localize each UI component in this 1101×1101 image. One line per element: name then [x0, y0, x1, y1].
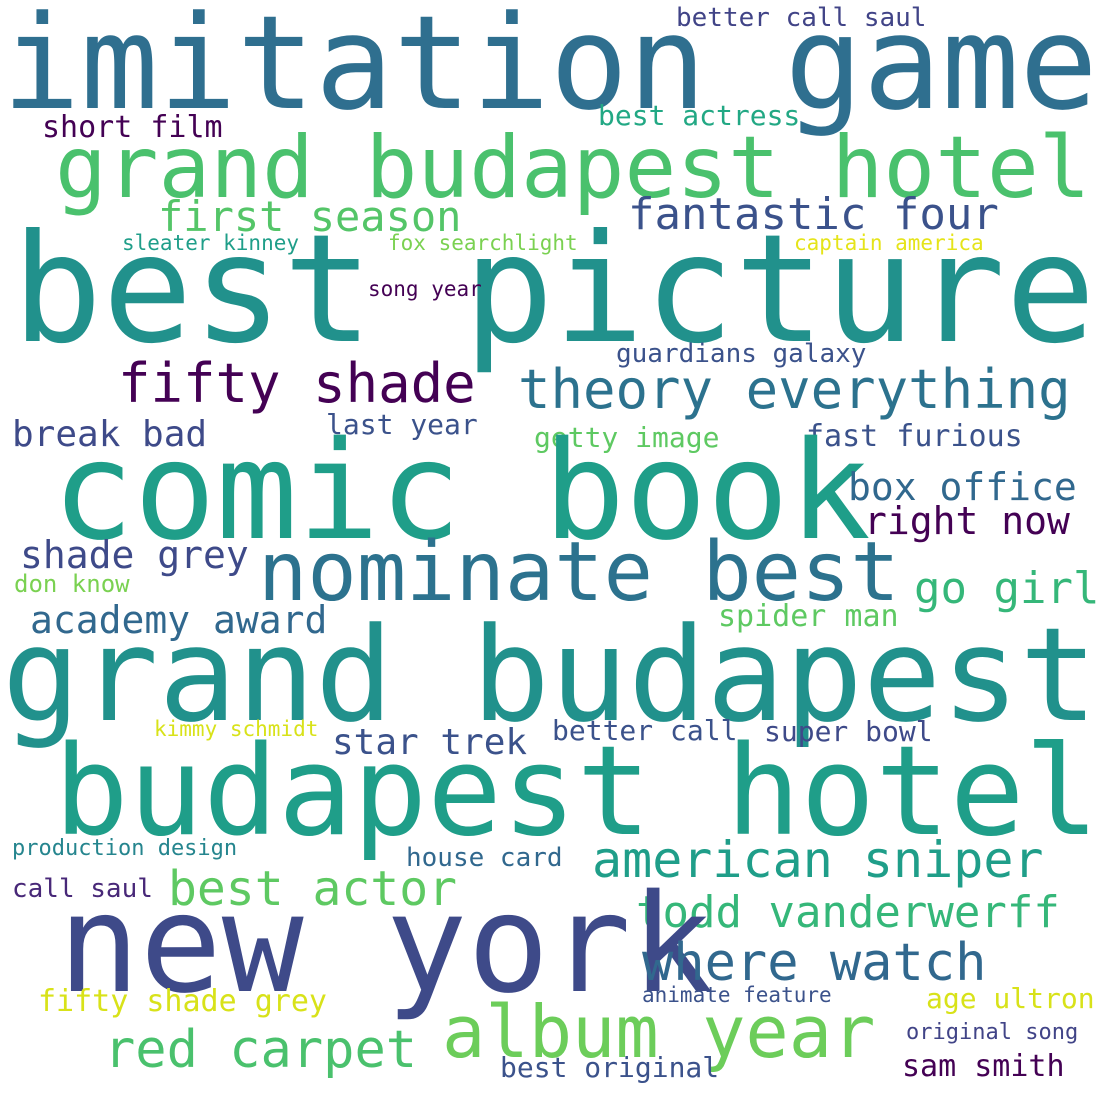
- word-box-office: box office: [848, 465, 1077, 509]
- word-best-original: best original: [500, 1051, 720, 1084]
- word-spider-man: spider man: [718, 599, 899, 634]
- word-original-song: original song: [906, 1020, 1079, 1045]
- word-album-year: album year: [442, 990, 876, 1074]
- word-theory-everything: theory everything: [518, 358, 1071, 421]
- word-kimmy-schmidt: kimmy schmidt: [154, 717, 319, 741]
- word-song-year: song year: [368, 277, 482, 301]
- word-fox-searchlight: fox searchlight: [388, 231, 578, 255]
- word-best-actor: best actor: [168, 861, 457, 917]
- word-grand-budapest: grand budapest: [2, 599, 1098, 751]
- word-sam-smith: sam smith: [902, 1049, 1065, 1084]
- word-todd-vanderwerff: todd vanderwerff: [636, 887, 1060, 938]
- word-nominate-best: nominate best: [258, 525, 900, 620]
- word-better-call-saul: better call saul: [676, 3, 927, 33]
- word-comic-book: comic book: [52, 413, 871, 571]
- word-grand-budapest-hotel: grand budapest hotel: [55, 118, 1091, 218]
- word-animate-feature: animate feature: [642, 983, 832, 1007]
- word-fantastic-four: fantastic four: [628, 189, 999, 240]
- word-getty-image: getty image: [534, 421, 720, 454]
- word-academy-award: academy award: [30, 598, 328, 642]
- word-budapest-hotel: budapest hotel: [54, 720, 1100, 864]
- word-fifty-shade-grey: fifty shade grey: [38, 984, 327, 1019]
- word-captain-america: captain america: [794, 231, 984, 255]
- word-best-actress: best actress: [598, 99, 801, 132]
- word-best-picture: best picture: [12, 203, 1096, 377]
- word-sleater-kinney: sleater kinney: [122, 231, 300, 255]
- word-guardians-galaxy: guardians galaxy: [616, 339, 867, 369]
- word-go-girl: go girl: [914, 563, 1100, 614]
- word-fifty-shade: fifty shade: [118, 352, 476, 415]
- word-break-bad: break bad: [12, 414, 208, 455]
- word-fast-furious: fast furious: [806, 419, 1023, 454]
- word-call-saul: call saul: [12, 874, 153, 904]
- word-new-york: new york: [58, 866, 714, 1024]
- word-house-card: house card: [406, 843, 563, 873]
- word-shade-grey: shade grey: [20, 533, 249, 577]
- word-american-sniper: american sniper: [592, 831, 1044, 889]
- word-don-know: don know: [14, 570, 130, 598]
- word-first-season: first season: [158, 192, 462, 241]
- word-imitation-game: imitation game: [2, 0, 1098, 139]
- word-production-design: production design: [12, 836, 238, 861]
- word-age-ultron: age ultron: [926, 982, 1095, 1015]
- word-where-watch: where watch: [642, 933, 987, 993]
- word-better-call: better call: [552, 714, 738, 747]
- word-super-bowl: super bowl: [764, 715, 933, 748]
- word-short-film: short film: [42, 110, 223, 145]
- word-red-carpet: red carpet: [104, 1020, 418, 1080]
- word-last-year: last year: [326, 408, 478, 441]
- word-right-now: right now: [864, 499, 1070, 543]
- word-star-trek: star trek: [332, 722, 528, 763]
